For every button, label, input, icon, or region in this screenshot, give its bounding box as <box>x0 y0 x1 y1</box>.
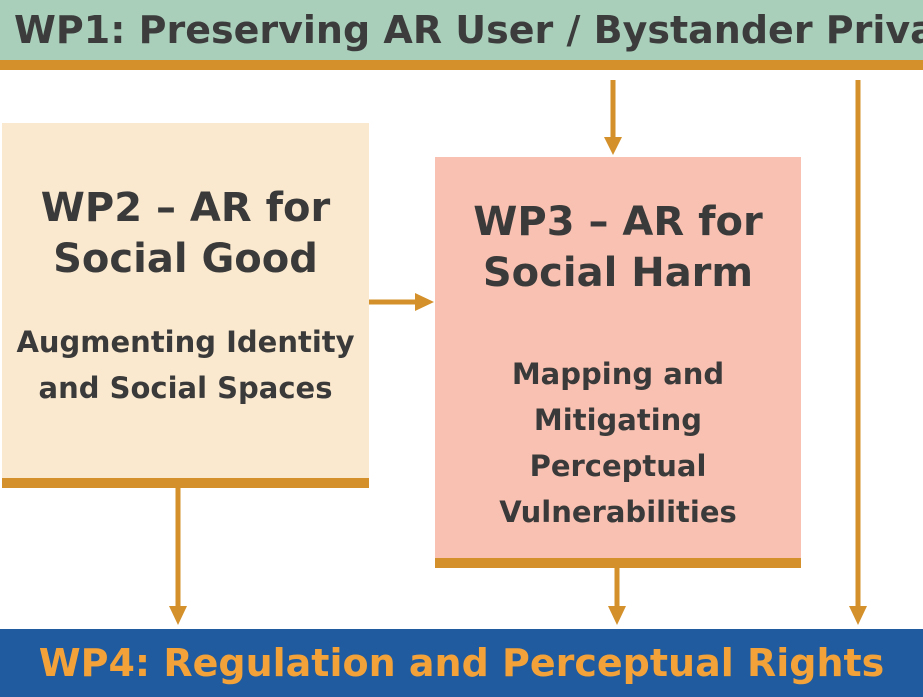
arrow-wp1-to-wp3 <box>604 80 622 155</box>
wp3-sub-line4: Vulnerabilities <box>499 495 737 529</box>
wp2-title-line1: WP2 – AR for <box>40 185 331 231</box>
wp2-box: WP2 – AR for Social Good Augmenting Iden… <box>2 123 369 488</box>
wp3-title: WP3 – AR for Social Harm <box>473 197 762 299</box>
arrow-wp2-to-wp3 <box>369 293 434 311</box>
wp3-box: WP3 – AR for Social Harm Mapping and Mit… <box>435 157 801 568</box>
wp1-label: WP1: Preserving AR User / Bystander Priv… <box>14 8 923 52</box>
wp1-banner: WP1: Preserving AR User / Bystander Priv… <box>0 0 923 70</box>
wp3-title-line2: Social Harm <box>482 250 754 296</box>
wp2-sub-line2: and Social Spaces <box>38 371 333 405</box>
arrow-wp1-to-wp4 <box>849 80 867 625</box>
arrow-wp2-to-wp4 <box>169 488 187 625</box>
wp2-sub-line1: Augmenting Identity <box>16 325 355 359</box>
arrow-wp3-to-wp4 <box>608 568 626 625</box>
wp3-subtitle: Mapping and Mitigating Perceptual Vulner… <box>499 351 737 535</box>
wp4-label: WP4: Regulation and Perceptual Rights <box>38 641 885 685</box>
wp2-subtitle: Augmenting Identity and Social Spaces <box>16 319 354 411</box>
wp2-title: WP2 – AR for Social Good <box>41 183 330 285</box>
wp3-sub-line2: Mitigating <box>533 403 703 437</box>
wp2-title-line2: Social Good <box>53 236 318 282</box>
wp3-title-line1: WP3 – AR for <box>473 199 763 245</box>
wp4-banner: WP4: Regulation and Perceptual Rights <box>0 629 923 697</box>
wp3-sub-line1: Mapping and <box>511 357 725 391</box>
wp3-sub-line3: Perceptual <box>529 449 707 483</box>
